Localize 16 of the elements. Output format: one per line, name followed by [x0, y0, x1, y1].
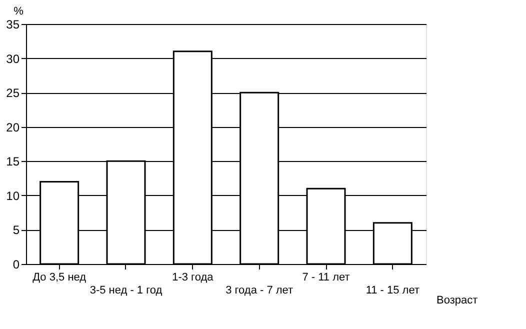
y-tick-label: 35	[6, 18, 20, 32]
y-tick-label: 25	[6, 86, 20, 100]
x-tick-label: До 3,5 нед	[32, 272, 87, 284]
y-tick-label: 15	[6, 154, 20, 169]
y-tick-label: 10	[6, 188, 20, 203]
y-tick-label: 30	[6, 52, 20, 66]
x-tick-label: 11 - 15 лет	[366, 284, 420, 296]
y-tick-label: 5	[12, 223, 20, 238]
x-tick-label: 3-5 нед - 1 год	[90, 284, 163, 296]
x-axis-title: Возраст	[436, 294, 478, 306]
y-tick-label: 0	[12, 258, 20, 272]
x-tick-label: 7 - 11 лет	[302, 272, 350, 284]
y-tick-label: 20	[6, 120, 20, 134]
x-tick-label: 1-3 года	[172, 272, 214, 284]
x-tick-label: 3 года - 7 лет	[226, 284, 294, 296]
y-axis-title: %	[14, 6, 24, 18]
